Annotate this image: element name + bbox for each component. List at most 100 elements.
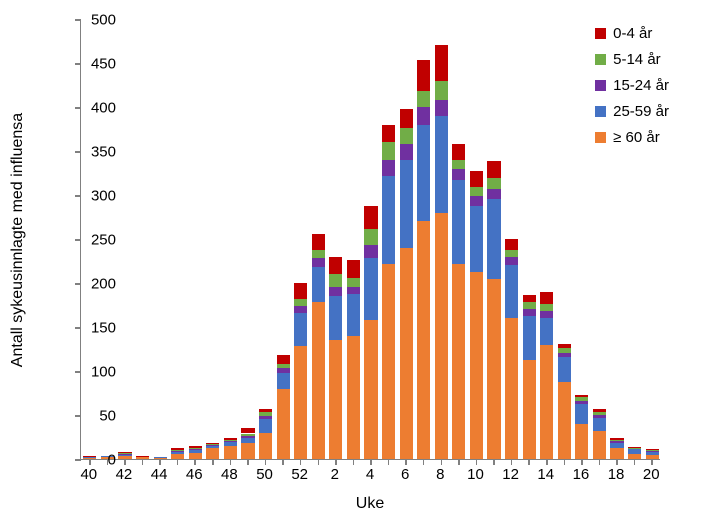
x-tick-label: 10 [467, 466, 484, 483]
x-tick [177, 459, 179, 465]
bar-segment-ge60 [487, 279, 500, 459]
x-tick-label: 12 [502, 466, 519, 483]
x-tick [388, 459, 390, 465]
legend-swatch [595, 132, 606, 143]
bar-segment-25_59 [329, 296, 342, 340]
x-tick [124, 459, 126, 465]
bar-segment-5_14 [417, 91, 430, 107]
y-tick-label: 100 [76, 364, 116, 381]
bar-segment-0_4 [329, 257, 342, 275]
bar-segment-0_4 [136, 456, 149, 457]
y-tick-label: 400 [76, 100, 116, 117]
x-tick [511, 459, 513, 465]
bar-segment-5_14 [628, 448, 641, 449]
x-tick [458, 459, 460, 465]
bar-segment-5_14 [189, 448, 202, 449]
bar-segment-15_24 [277, 368, 290, 372]
x-axis-title: Uke [356, 495, 384, 513]
bar-segment-15_24 [224, 441, 237, 442]
bar-segment-25_59 [558, 357, 571, 382]
bar-segment-5_14 [329, 274, 342, 287]
bar-segment-25_59 [294, 313, 307, 346]
bar-segment-15_24 [646, 451, 659, 452]
y-tick-label: 500 [76, 12, 116, 29]
bar-segment-0_4 [628, 447, 641, 448]
bar-segment-25_59 [364, 258, 377, 320]
bar-segment-ge60 [312, 302, 325, 459]
x-tick-label: 18 [608, 466, 625, 483]
bar-segment-0_4 [382, 125, 395, 143]
bar-segment-0_4 [417, 60, 430, 91]
bar-segment-25_59 [575, 404, 588, 423]
bar-segment-0_4 [347, 260, 360, 278]
bar-segment-15_24 [118, 454, 131, 455]
bar-segment-15_24 [171, 451, 184, 452]
y-tick-label: 200 [76, 276, 116, 293]
bar-segment-0_4 [294, 283, 307, 299]
x-tick [282, 459, 284, 465]
x-tick [405, 459, 407, 465]
bar-segment-0_4 [259, 409, 272, 413]
bar-segment-5_14 [347, 278, 360, 287]
x-tick-label: 14 [537, 466, 554, 483]
bar-segment-ge60 [523, 360, 536, 459]
legend-label: 25-59 år [613, 103, 669, 120]
bar-segment-15_24 [487, 189, 500, 200]
x-tick [651, 459, 653, 465]
legend-item: 15-24 år [595, 77, 669, 94]
x-tick [300, 459, 302, 465]
legend-item: ≥ 60 år [595, 129, 669, 146]
bar-segment-0_4 [505, 239, 518, 250]
y-tick-label: 150 [76, 320, 116, 337]
bar-segment-15_24 [206, 445, 219, 446]
bar-segment-25_59 [347, 294, 360, 336]
bar-segment-25_59 [417, 125, 430, 222]
bar-segment-5_14 [610, 440, 623, 442]
bar-segment-ge60 [382, 264, 395, 459]
bar-segment-5_14 [470, 187, 483, 196]
bar-segment-5_14 [487, 178, 500, 189]
x-tick [142, 459, 144, 465]
bar-segment-ge60 [241, 443, 254, 459]
bar-segment-5_14 [364, 229, 377, 245]
legend: 0-4 år5-14 år15-24 år25-59 år≥ 60 år [595, 25, 669, 155]
bar-segment-0_4 [400, 109, 413, 128]
bar-segment-0_4 [575, 395, 588, 398]
bar-segment-15_24 [470, 196, 483, 207]
legend-swatch [595, 54, 606, 65]
x-tick [634, 459, 636, 465]
bar-segment-15_24 [312, 258, 325, 267]
bar-segment-5_14 [435, 81, 448, 100]
bar-segment-ge60 [417, 221, 430, 459]
legend-label: ≥ 60 år [613, 129, 660, 146]
bar-segment-25_59 [224, 442, 237, 446]
legend-swatch [595, 28, 606, 39]
bar-segment-25_59 [312, 267, 325, 302]
bar-segment-ge60 [364, 320, 377, 459]
bar-segment-ge60 [224, 446, 237, 459]
bar-segment-ge60 [575, 424, 588, 459]
bar-segment-ge60 [505, 318, 518, 459]
x-tick [265, 459, 267, 465]
bar-segment-15_24 [417, 107, 430, 125]
x-tick-label: 42 [116, 466, 133, 483]
x-tick [370, 459, 372, 465]
bar-segment-15_24 [452, 169, 465, 180]
x-tick [335, 459, 337, 465]
y-axis-title: Antall sykeusinnlagte med influensa [9, 113, 27, 367]
bar-segment-25_59 [136, 456, 149, 457]
x-tick [528, 459, 530, 465]
x-tick [546, 459, 548, 465]
legend-swatch [595, 106, 606, 117]
bar-segment-15_24 [400, 144, 413, 160]
bar-segment-25_59 [593, 418, 606, 431]
bar-segment-25_59 [171, 452, 184, 454]
y-tick-label: 50 [76, 408, 116, 425]
bar-segment-15_24 [610, 441, 623, 443]
bar-segment-5_14 [540, 304, 553, 311]
bar-segment-25_59 [540, 318, 553, 344]
bars-layer [81, 20, 660, 459]
legend-swatch [595, 80, 606, 91]
bar-segment-0_4 [189, 446, 202, 449]
bar-segment-5_14 [452, 160, 465, 169]
